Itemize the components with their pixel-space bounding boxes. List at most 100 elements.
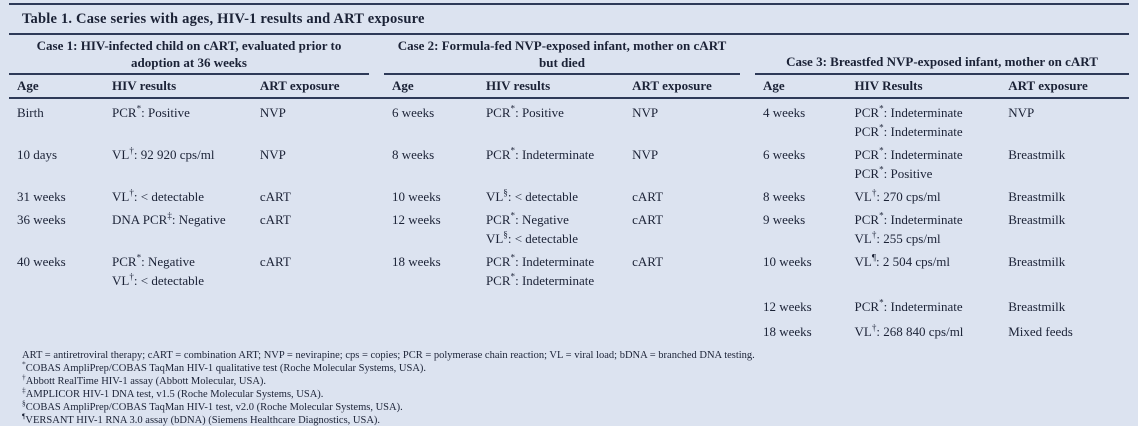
art-exposure-cell: Breastmilk (1008, 299, 1066, 314)
result-test-label: VL (485, 231, 504, 246)
result-footnote-mark: ¶ (871, 252, 876, 263)
hiv-results-cell: VL†: 268 840 cps/ml (855, 322, 1009, 341)
hiv-result-line: PCR*: Indeterminate (486, 145, 632, 164)
result-value: : Positive (141, 105, 190, 120)
hiv-result-line: PCR*: Indeterminate (855, 145, 1009, 164)
case-3-body: 4 weeks PCR*: Indeterminate PCR*: Indete… (755, 103, 1129, 341)
table-row: Birth PCR*: Positive NVP (9, 103, 369, 145)
result-value: : 270 cps/ml (876, 189, 941, 204)
art-exposure-cell: cART (632, 254, 664, 269)
result-value: : < detectable (133, 189, 205, 204)
hiv-result-line: VL§: < detectable (486, 187, 632, 206)
result-footnote-mark: † (871, 229, 877, 240)
hiv-results-column-header: HIV results (485, 78, 551, 93)
art-exposure-cell: NVP (259, 105, 286, 120)
case-1-header-section: Case 1: HIV-infected child on cART, eval… (9, 35, 369, 97)
age-cell: 18 weeks (763, 324, 812, 339)
case-2-body: 6 weeks PCR*: Positive NVP 8 weeks PCR*:… (384, 103, 740, 341)
table-row: 6 weeks PCR*: Positive NVP (384, 103, 740, 145)
result-footnote-mark: * (136, 103, 142, 114)
result-test-label: VL (854, 189, 872, 204)
result-test-label: VL (854, 324, 872, 339)
result-footnote-mark: * (879, 297, 884, 308)
case-2-title: Case 2: Formula-fed NVP-exposed infant, … (397, 38, 727, 70)
hiv-results-cell: PCR*: Positive (112, 103, 260, 122)
case-2-header-section: Case 2: Formula-fed NVP-exposed infant, … (384, 35, 740, 97)
age-cell: 10 days (17, 147, 58, 162)
hiv-results-cell: PCR*: Indeterminate (486, 145, 632, 164)
hiv-results-cell: DNA PCR‡: Negative (112, 210, 260, 229)
case-3-title: Case 3: Breastfed NVP-exposed infant, mo… (786, 53, 1098, 69)
result-footnote-mark: † (129, 145, 134, 156)
footnote-text: Abbott RealTime HIV-1 assay (Abbott Mole… (25, 376, 267, 387)
result-value: : 2 504 cps/ml (875, 254, 950, 269)
age-cell: Birth (17, 105, 44, 120)
hiv-results-column-header: HIV results (112, 78, 177, 93)
footnote-mark: * (22, 359, 26, 369)
footnote-mark: † (22, 372, 26, 382)
result-test-label: VL (112, 147, 130, 162)
result-footnote-mark: * (510, 252, 516, 263)
result-test-label: VL (854, 254, 872, 269)
hiv-results-cell: VL§: < detectable (486, 187, 632, 206)
art-exposure-cell: cART (632, 212, 664, 227)
footnote-double-dagger: ‡AMPLICOR HIV-1 DNA test, v1.5 (Roche Mo… (22, 386, 1129, 401)
hiv-result-line: PCR*: Indeterminate (855, 210, 1009, 229)
result-value: : 255 cps/ml (876, 231, 941, 246)
art-exposure-cell: NVP (632, 105, 659, 120)
result-test-label: PCR (112, 105, 137, 120)
case-1-body: Birth PCR*: Positive NVP 10 days VL†: 92… (9, 103, 369, 341)
table-row: 18 weeks PCR*: Indeterminate PCR*: Indet… (384, 252, 740, 297)
art-exposure-cell: Breastmilk (1008, 147, 1066, 162)
result-test-label: PCR (854, 166, 880, 181)
result-test-label: PCR (485, 105, 511, 120)
case-2-divider (384, 73, 740, 75)
result-value: : Negative (515, 212, 569, 227)
result-footnote-mark: * (879, 145, 884, 156)
age-cell: 10 weeks (763, 254, 812, 269)
hiv-results-cell: VL†: 92 920 cps/ml (112, 145, 260, 164)
header-body-divider (9, 97, 1129, 99)
result-footnote-mark: * (510, 145, 516, 156)
table-row: 10 weeks VL¶: 2 504 cps/ml Breastmilk (755, 252, 1129, 297)
hiv-results-cell: PCR*: Negative VL§: < detectable (486, 210, 632, 248)
result-value: : Negative (141, 254, 195, 269)
result-footnote-mark: * (879, 122, 884, 133)
art-exposure-column-header: ART exposure (1008, 78, 1088, 93)
footnote-text: VERSANT HIV-1 RNA 3.0 assay (bDNA) (Siem… (25, 415, 381, 426)
result-value: : 268 840 cps/ml (876, 324, 964, 339)
result-value: : Positive (515, 105, 564, 120)
result-footnote-mark: ‡ (167, 210, 172, 221)
art-exposure-cell: cART (259, 212, 291, 227)
result-value: : Indeterminate (883, 105, 963, 120)
hiv-result-line: PCR*: Positive (855, 164, 1009, 183)
hiv-result-line: VL†: 255 cps/ml (855, 229, 1009, 248)
hiv-result-line: PCR*: Indeterminate (855, 297, 1009, 316)
result-value: : Indeterminate (883, 299, 963, 314)
footnote-pilcrow: ¶VERSANT HIV-1 RNA 3.0 assay (bDNA) (Sie… (22, 412, 1129, 426)
hiv-result-line: VL†: < detectable (112, 271, 260, 290)
age-cell: 9 weeks (763, 212, 806, 227)
art-exposure-cell: Breastmilk (1008, 254, 1066, 269)
result-test-label: PCR (485, 254, 511, 269)
art-exposure-cell: Breastmilk (1008, 212, 1066, 227)
age-cell: 18 weeks (392, 254, 441, 269)
result-footnote-mark: § (503, 187, 508, 198)
table-row: 6 weeks PCR*: Indeterminate PCR*: Positi… (755, 145, 1129, 187)
result-test-label: PCR (854, 212, 880, 227)
result-value: : Indeterminate (883, 212, 963, 227)
table-row: 8 weeks VL†: 270 cps/ml Breastmilk (755, 187, 1129, 210)
hiv-results-cell: PCR*: Indeterminate PCR*: Positive (855, 145, 1009, 183)
hiv-result-line: VL†: 270 cps/ml (855, 187, 1009, 206)
art-exposure-cell: NVP (1008, 105, 1035, 120)
result-footnote-mark: † (129, 271, 134, 282)
art-exposure-cell: cART (259, 189, 291, 204)
result-footnote-mark: † (129, 187, 134, 198)
hiv-result-line: PCR*: Negative (486, 210, 632, 229)
hiv-result-line: DNA PCR‡: Negative (112, 210, 260, 229)
table-row: 12 weeks PCR*: Indeterminate Breastmilk (755, 297, 1129, 322)
footnote-text: COBAS AmpliPrep/COBAS TaqMan HIV-1 quali… (25, 363, 427, 374)
result-footnote-mark: * (510, 103, 516, 114)
case-3-column-headers: Age HIV Results ART exposure (755, 75, 1129, 97)
hiv-results-column-header: HIV Results (854, 78, 923, 93)
